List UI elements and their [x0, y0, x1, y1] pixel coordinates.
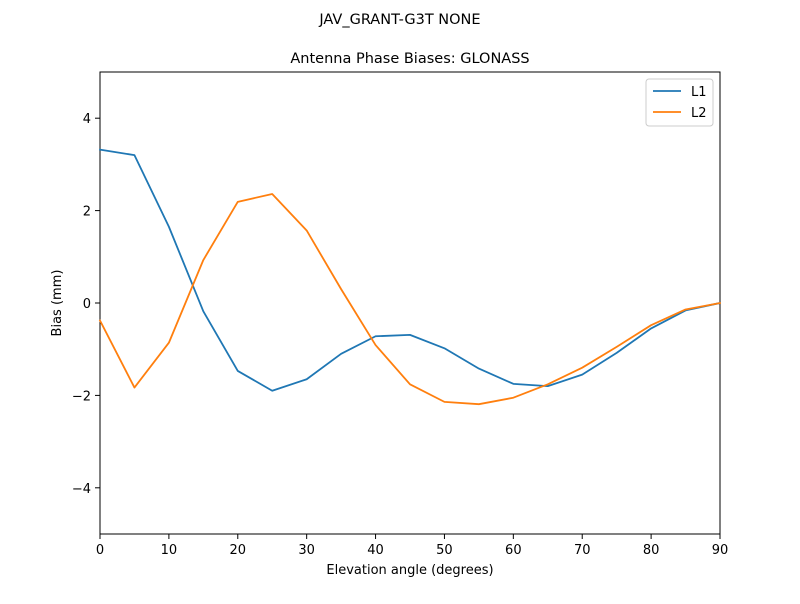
y-tick-label: 2 — [83, 205, 91, 220]
y-tick-label: −4 — [72, 482, 91, 497]
series-lines — [98, 148, 722, 406]
figure-suptitle: JAV_GRANT-G3T NONE — [318, 12, 480, 28]
legend-label-l2: L2 — [691, 106, 707, 121]
legend-label-l1: L1 — [691, 85, 707, 100]
x-tick-label: 90 — [712, 543, 729, 558]
y-tick-label: −2 — [72, 389, 91, 404]
x-axis-label: Elevation angle (degrees) — [326, 563, 493, 578]
x-tick-label: 40 — [367, 543, 384, 558]
x-tick-label: 30 — [298, 543, 315, 558]
y-tick-label: 4 — [83, 112, 91, 127]
axis-ticks: 0 10 20 30 40 50 60 70 80 90 −4 −2 0 2 4 — [72, 112, 728, 558]
chart-title: Antenna Phase Biases: GLONASS — [290, 51, 529, 67]
x-tick-label: 60 — [505, 543, 522, 558]
x-tick-label: 0 — [96, 543, 104, 558]
y-tick-label: 0 — [83, 297, 91, 312]
x-tick-label: 20 — [230, 543, 247, 558]
x-tick-label: 80 — [643, 543, 660, 558]
x-tick-label: 70 — [574, 543, 591, 558]
series-line-l1 — [98, 148, 722, 392]
series-line-l2 — [98, 193, 722, 406]
y-axis-label: Bias (mm) — [50, 270, 65, 337]
x-tick-label: 10 — [161, 543, 178, 558]
x-tick-label: 50 — [436, 543, 453, 558]
